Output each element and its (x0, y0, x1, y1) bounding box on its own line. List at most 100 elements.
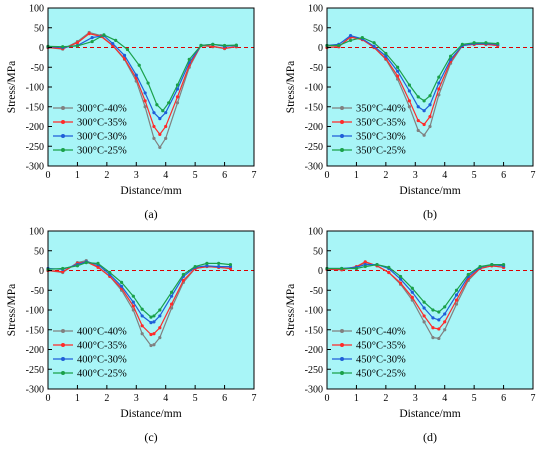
x-tick-label: 3 (413, 393, 418, 404)
y-tick-label: -250 (26, 142, 44, 153)
data-point (158, 326, 162, 330)
plot-background (48, 8, 254, 166)
data-point (375, 262, 379, 267)
data-point (396, 65, 400, 69)
data-point (131, 304, 135, 308)
data-point (143, 99, 147, 103)
y-tick-label: -300 (26, 162, 44, 173)
data-point (422, 314, 426, 318)
panel-caption: (a) (144, 207, 157, 221)
data-point (155, 103, 159, 107)
data-point (437, 336, 441, 341)
data-point (396, 74, 400, 78)
data-point (175, 101, 180, 105)
data-point (443, 328, 447, 332)
data-point (152, 320, 156, 324)
data-point (175, 83, 180, 87)
x-tick-label: 5 (193, 170, 198, 181)
x-tick-label: 2 (104, 393, 109, 404)
y-tick-label: -300 (305, 385, 323, 396)
legend-marker-4 (61, 371, 65, 375)
data-point (217, 264, 221, 269)
legend-marker-2 (61, 343, 65, 347)
data-point (372, 41, 376, 45)
data-point (149, 321, 153, 325)
y-axis-label: Stress/MPa (285, 61, 297, 113)
y-tick-label: -100 (26, 306, 44, 317)
data-point (140, 314, 144, 318)
legend-label-2: 400°C-35% (77, 341, 127, 352)
data-point (143, 105, 147, 109)
data-point (454, 298, 459, 302)
legend: 400°C-40% 400°C-35% 400°C-30% 400°C-25% (53, 327, 127, 380)
data-point (187, 57, 191, 61)
data-point (61, 45, 65, 49)
x-tick-label: 0 (46, 393, 51, 404)
data-point (428, 124, 432, 129)
data-point (125, 47, 130, 52)
data-point (454, 302, 459, 306)
y-tick-label: -150 (305, 102, 323, 113)
legend-label-3: 450°C-30% (356, 355, 406, 366)
data-point (143, 91, 147, 95)
data-point (398, 281, 403, 285)
data-point (422, 306, 426, 310)
data-point (111, 41, 115, 46)
y-tick-label: -50 (310, 63, 323, 74)
data-point (416, 118, 420, 123)
chart-panel-3: 0 1 2 3 4 5 6 7 100 50 0 -50 -100 -150 -200 -250 -300 Dis… (6, 227, 257, 445)
y-tick-label: -100 (26, 83, 44, 94)
data-point (199, 43, 203, 48)
data-point (131, 300, 135, 304)
data-point (181, 278, 185, 282)
y-tick-label: -50 (310, 286, 323, 297)
data-point (140, 324, 144, 328)
data-point (170, 294, 174, 298)
x-tick-label: 2 (383, 393, 388, 404)
x-tick-label: 6 (501, 170, 506, 181)
data-point (490, 262, 494, 267)
legend-label-1: 400°C-40% (77, 327, 127, 338)
legend-label-1: 300°C-40% (77, 104, 127, 115)
legend-marker-3 (340, 134, 344, 138)
legend-marker-1 (61, 106, 65, 110)
data-point (437, 87, 441, 91)
legend-marker-2 (340, 343, 344, 347)
y-tick-label: -300 (26, 385, 44, 396)
data-point (193, 264, 197, 269)
data-point (387, 270, 391, 275)
data-point (410, 290, 414, 294)
y-axis-label: Stress/MPa (6, 284, 18, 336)
x-tick-label: 2 (383, 170, 388, 181)
data-point (437, 327, 441, 331)
y-tick-label: 50 (313, 23, 323, 34)
panel-caption: (c) (144, 430, 157, 444)
data-point (75, 41, 80, 45)
x-tick-label: 2 (104, 170, 109, 181)
data-point (384, 51, 388, 56)
legend: 350°C-40% 350°C-35% 350°C-30% 350°C-25% (332, 104, 406, 157)
data-point (398, 274, 403, 279)
y-tick-label: 0 (318, 266, 323, 277)
data-point (410, 286, 414, 290)
data-point (443, 320, 447, 324)
y-tick-label: 0 (39, 43, 44, 54)
x-tick-label: 6 (222, 393, 227, 404)
data-point (372, 44, 376, 48)
data-point (158, 336, 162, 340)
x-tick-label: 4 (442, 170, 447, 181)
data-point (437, 81, 441, 85)
x-tick-label: 3 (413, 170, 418, 181)
data-point (217, 261, 221, 265)
data-point (501, 262, 506, 267)
y-axis-label: Stress/MPa (285, 284, 297, 336)
data-point (454, 288, 459, 292)
data-point (422, 300, 426, 304)
legend-label-3: 400°C-30% (77, 355, 127, 366)
data-point (158, 314, 162, 318)
data-point (363, 260, 367, 264)
y-tick-label: 50 (34, 246, 44, 257)
data-point (158, 308, 162, 312)
y-tick-label: 50 (34, 23, 44, 34)
